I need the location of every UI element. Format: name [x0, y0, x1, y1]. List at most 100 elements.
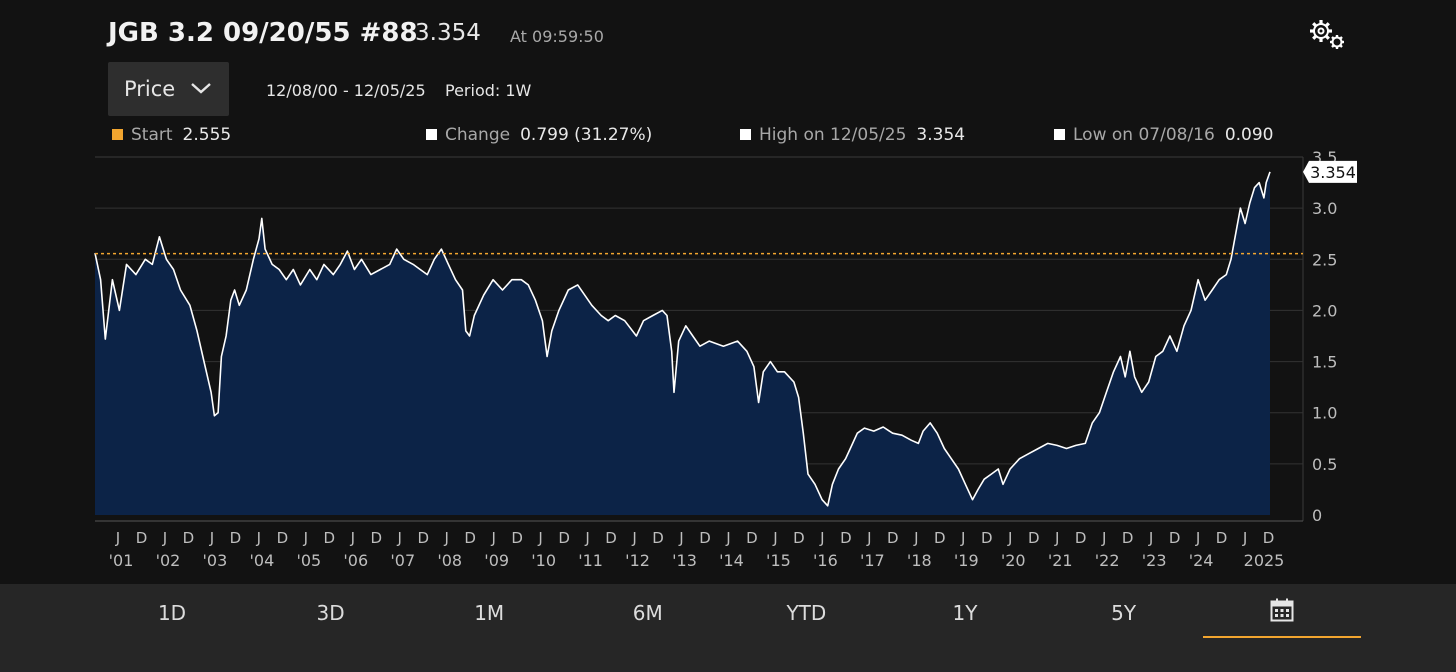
tab-6m[interactable]: 6M: [569, 602, 727, 638]
x-tick-month: J: [162, 529, 167, 547]
x-tick-month: D: [981, 529, 993, 547]
x-tick-month: D: [1216, 529, 1228, 547]
x-tick-month: D: [1028, 529, 1040, 547]
x-tick-month: J: [209, 529, 214, 547]
x-tick-month: D: [558, 529, 570, 547]
x-tick-month: D: [793, 529, 805, 547]
x-tick-year: '12: [625, 551, 650, 570]
stat-high: High on 12/05/25 3.354: [740, 125, 965, 145]
x-tick-month: D: [417, 529, 429, 547]
x-tick-month: D: [1122, 529, 1134, 547]
x-tick-year: '24: [1189, 551, 1214, 570]
x-tick-month: D: [652, 529, 664, 547]
stat-high-label: High on 12/05/25: [759, 125, 907, 145]
x-tick-year: '04: [249, 551, 274, 570]
last-value-label: 3.354: [1310, 163, 1356, 182]
x-tick-year: 2025: [1244, 551, 1285, 570]
x-tick-month: D: [324, 529, 336, 547]
x-tick-year: '10: [531, 551, 556, 570]
x-tick-month: J: [397, 529, 402, 547]
x-tick-month: D: [746, 529, 758, 547]
tab-label: YTD: [786, 601, 827, 625]
x-tick-year: '08: [437, 551, 462, 570]
stat-start-label: Start: [131, 125, 173, 145]
tab-1m[interactable]: 1M: [410, 602, 568, 638]
last-value-badge: [1303, 160, 1357, 183]
x-tick-month: D: [605, 529, 617, 547]
price-dropdown[interactable]: Price: [108, 62, 229, 116]
tab-label: 1Y: [952, 601, 978, 625]
x-tick-month: D: [887, 529, 899, 547]
x-tick-month: D: [136, 529, 148, 547]
x-tick-month: J: [537, 529, 542, 547]
x-tick-month: J: [1195, 529, 1200, 547]
x-tick-month: J: [772, 529, 777, 547]
tab-label: 1M: [474, 601, 505, 625]
price-chart[interactable]: 00.51.01.52.02.53.03.5J D J D J D J D J D J D J D J D J D…: [0, 150, 1456, 580]
x-tick-month: J: [631, 529, 636, 547]
x-tick-month: J: [678, 529, 683, 547]
stat-change: Change 0.799 (31.27%): [426, 125, 652, 145]
x-tick-year: '20: [1001, 551, 1026, 570]
x-tick-month: D: [934, 529, 946, 547]
tab-label: 3D: [316, 601, 345, 625]
stat-low-label: Low on 07/08/16: [1073, 125, 1215, 145]
stat-change-value: 0.799 (31.27%): [520, 125, 653, 145]
x-tick-month: J: [819, 529, 824, 547]
x-tick-month: D: [699, 529, 711, 547]
x-tick-month: D: [230, 529, 242, 547]
x-tick-month: J: [584, 529, 589, 547]
x-tick-month: D: [1075, 529, 1087, 547]
x-tick-month: J: [913, 529, 918, 547]
x-tick-month: J: [490, 529, 495, 547]
tab-1y[interactable]: 1Y: [886, 602, 1044, 638]
x-tick-year: '16: [813, 551, 838, 570]
tab-5y[interactable]: 5Y: [1045, 602, 1203, 638]
x-tick-month: D: [1263, 529, 1275, 547]
gear-icon[interactable]: [1306, 16, 1350, 52]
x-tick-year: '21: [1048, 551, 1073, 570]
x-tick-year: '09: [484, 551, 509, 570]
x-tick-month: D: [370, 529, 382, 547]
y-tick-label: 0.5: [1312, 455, 1337, 474]
x-tick-month: J: [1148, 529, 1153, 547]
x-tick-month: D: [840, 529, 852, 547]
x-tick-year: '01: [109, 551, 134, 570]
stat-start-value: 2.555: [182, 125, 232, 145]
x-tick-month: D: [183, 529, 195, 547]
x-tick-month: D: [1169, 529, 1181, 547]
tab-label: 1D: [157, 601, 187, 625]
date-range: 12/08/00 - 12/05/25: [266, 81, 426, 100]
y-tick-label: 2.0: [1312, 301, 1337, 320]
series-area: [95, 171, 1270, 515]
high-marker: [740, 129, 751, 140]
x-tick-month: J: [350, 529, 355, 547]
tab-ytd[interactable]: YTD: [727, 602, 885, 638]
series-line: [94, 171, 1271, 507]
x-tick-month: J: [303, 529, 308, 547]
y-tick-label: 1.5: [1312, 353, 1337, 372]
tab-1d[interactable]: 1D: [93, 602, 251, 638]
tab-3d[interactable]: 3D: [252, 602, 410, 638]
tab-calendar[interactable]: [1203, 598, 1362, 638]
calendar-icon: [1270, 598, 1294, 622]
x-tick-year: '22: [1095, 551, 1120, 570]
last-price: 3.354: [415, 20, 481, 46]
tab-label: 6M: [632, 601, 663, 625]
security-title: JGB 3.2 09/20/55 #88: [108, 18, 418, 48]
x-tick-month: J: [1242, 529, 1247, 547]
x-tick-month: J: [256, 529, 261, 547]
x-tick-year: '05: [296, 551, 321, 570]
x-tick-year: '07: [390, 551, 415, 570]
x-tick-year: '06: [343, 551, 368, 570]
change-marker: [426, 129, 437, 140]
stat-low: Low on 07/08/16 0.090: [1054, 125, 1273, 145]
stat-change-label: Change: [445, 125, 511, 145]
stat-start: Start 2.555: [112, 125, 231, 145]
tab-label: 5Y: [1111, 601, 1137, 625]
x-tick-month: J: [1101, 529, 1106, 547]
as-of-time: At 09:59:50: [510, 27, 604, 46]
x-tick-year: '23: [1142, 551, 1167, 570]
chevron-down-icon: [191, 83, 211, 94]
timeframe-bar: 1D 3D 1M 6M YTD 1Y 5Y: [0, 584, 1456, 672]
